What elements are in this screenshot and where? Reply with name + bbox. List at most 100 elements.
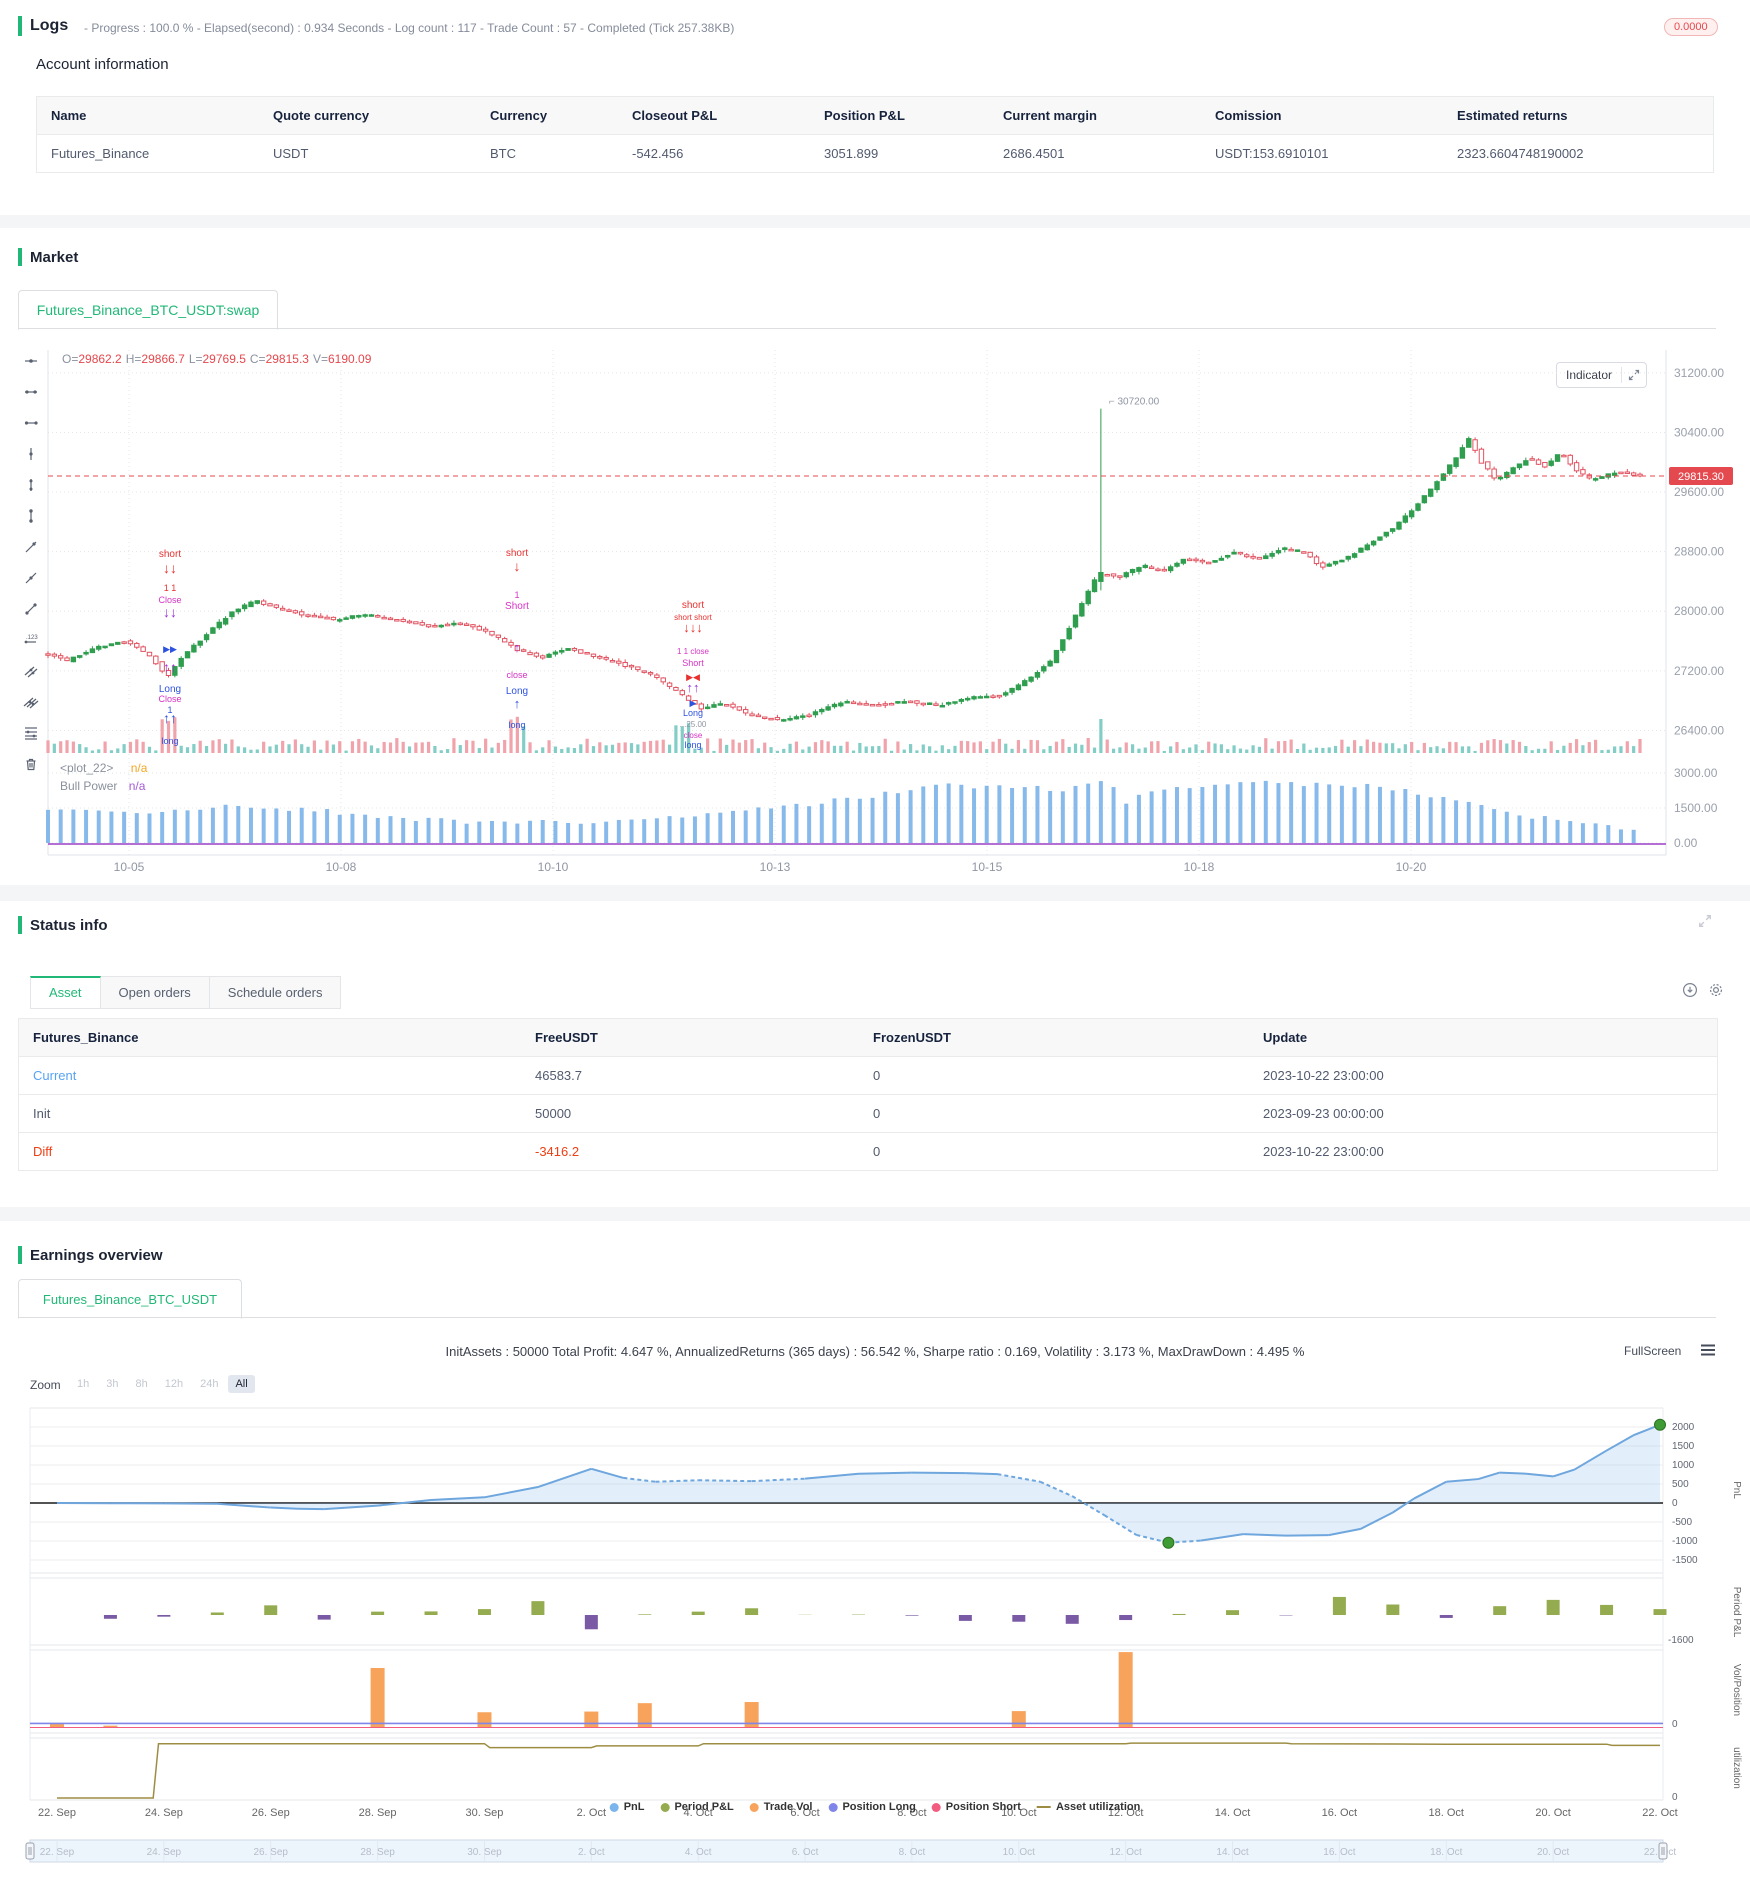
trade-marker: ↓↓↓	[683, 620, 703, 635]
legend-marker	[660, 1802, 670, 1812]
logs-section-title: Logs	[30, 17, 69, 34]
market-tab[interactable]: Futures_Binance_BTC_USDT:swap	[18, 290, 278, 330]
status-cell: 2023-10-22 23:00:00	[1263, 1144, 1384, 1159]
horizontal-levels-icon[interactable]	[22, 724, 40, 742]
account-cell: 3051.899	[824, 146, 879, 161]
svg-text:10-20: 10-20	[1396, 860, 1427, 874]
trade-marker: Long	[683, 708, 703, 718]
section-accent-bar	[18, 248, 22, 266]
multi-parallel-lines-icon[interactable]	[22, 693, 40, 711]
navigator-handle[interactable]	[1658, 1842, 1668, 1860]
svg-text:29815.30: 29815.30	[1678, 471, 1724, 483]
svg-text:16. Oct: 16. Oct	[1323, 1847, 1355, 1858]
account-col-header: Position P&L	[824, 108, 905, 123]
price-note-icon[interactable]: .123	[22, 631, 40, 649]
legend-item-pnl[interactable]: PnL	[609, 1801, 644, 1813]
trade-marker: 1 1 close	[677, 647, 710, 656]
ray-line-icon[interactable]	[22, 569, 40, 587]
legend-item-position-short[interactable]: Position Short	[931, 1801, 1021, 1813]
trash-icon[interactable]	[22, 755, 40, 773]
status-row-label[interactable]: Current	[33, 1068, 77, 1083]
legend-item-period-p&l[interactable]: Period P&L	[660, 1801, 734, 1813]
svg-text:10-15: 10-15	[972, 860, 1003, 874]
bullpower-value: n/a	[128, 779, 146, 793]
svg-text:18. Oct: 18. Oct	[1430, 1847, 1462, 1858]
account-col-header: Comission	[1215, 108, 1282, 123]
status-cell: 2023-10-22 23:00:00	[1263, 1068, 1384, 1083]
status-tab-asset[interactable]: Asset	[30, 976, 101, 1009]
zoom-button-1h[interactable]: 1h	[77, 1378, 90, 1390]
svg-text:0: 0	[1672, 1719, 1678, 1730]
download-icon[interactable]	[1682, 982, 1698, 1003]
status-col-header: FreeUSDT	[535, 1030, 598, 1045]
fullscreen-button[interactable]: FullScreen	[1624, 1344, 1682, 1358]
account-cell: USDT	[273, 146, 309, 161]
zoom-buttons: 1h 3h 8h 12h 24h All	[70, 1374, 258, 1393]
horizontal-ray-icon[interactable]	[22, 414, 40, 432]
gear-icon[interactable]	[1708, 982, 1724, 1003]
legend-marker	[609, 1802, 619, 1812]
expand-icon[interactable]	[1698, 914, 1712, 933]
crosshair-icon[interactable]	[22, 352, 40, 370]
legend-item-position-long[interactable]: Position Long	[828, 1801, 916, 1813]
zoom-button-all[interactable]: All	[228, 1375, 255, 1393]
trade-marker: 1 1	[164, 583, 177, 593]
hamburger-menu-icon[interactable]	[1700, 1343, 1716, 1362]
account-cell: Futures_Binance	[51, 146, 150, 161]
horizontal-segment-icon[interactable]	[22, 383, 40, 401]
earnings-tab[interactable]: Futures_Binance_BTC_USDT	[18, 1279, 242, 1319]
trade-marker: ↑↑	[163, 710, 177, 726]
zoom-label: Zoom	[30, 1378, 61, 1392]
svg-text:3000.00: 3000.00	[1674, 766, 1718, 780]
account-table-row: Futures_Binance USDT BTC -542.456 3051.899 26…	[37, 135, 1713, 173]
trade-marker: long	[508, 720, 525, 730]
zoom-button-3h[interactable]: 3h	[106, 1378, 119, 1390]
status-cell: -3416.2	[535, 1144, 580, 1159]
trend-line-icon[interactable]	[22, 538, 40, 556]
status-tabs: Asset Open orders Schedule orders	[30, 976, 342, 1009]
zoom-button-8h[interactable]: 8h	[135, 1378, 148, 1390]
svg-text:30. Sep: 30. Sep	[467, 1847, 502, 1858]
indicator-button[interactable]: Indicator	[1556, 362, 1648, 388]
svg-text:29600.00: 29600.00	[1674, 485, 1724, 499]
status-cell: 0	[873, 1144, 881, 1159]
earnings-chart[interactable]: 2000 1500 1000 500 0 -500 -1000 -1500 -1600 0 0 PnL…	[0, 1395, 1750, 1898]
svg-text:4. Oct: 4. Oct	[684, 1807, 713, 1819]
status-tab-schedule-orders[interactable]: Schedule orders	[209, 976, 342, 1009]
svg-text:30. Sep: 30. Sep	[466, 1807, 504, 1819]
svg-text:4. Oct: 4. Oct	[685, 1847, 712, 1858]
status-row-label: Init	[33, 1106, 51, 1121]
legend-label: Position Short	[945, 1801, 1021, 1813]
svg-text:6. Oct: 6. Oct	[790, 1807, 819, 1819]
bullpower-legend-row: Bull Power n/a	[60, 779, 145, 793]
candlestick-chart[interactable]: 31200.00 30400.00 29600.00 28800.00 28000.00…	[0, 340, 1750, 885]
svg-text:18. Oct: 18. Oct	[1429, 1807, 1464, 1819]
status-tab-open-orders[interactable]: Open orders	[100, 976, 210, 1009]
svg-text:utilization: utilization	[1731, 1747, 1742, 1789]
zoom-button-24h[interactable]: 24h	[200, 1378, 219, 1390]
trade-marker: ↓	[514, 558, 521, 574]
svg-text:26. Sep: 26. Sep	[253, 1847, 288, 1858]
segment-line-icon[interactable]	[22, 600, 40, 618]
vertical-dots-icon[interactable]	[22, 476, 40, 494]
ohlc-segment: L=29769.5	[188, 352, 246, 366]
expand-icon[interactable]	[1622, 369, 1646, 381]
svg-text:30400.00: 30400.00	[1674, 425, 1724, 439]
legend-item-trade-vol[interactable]: Trade Vol	[749, 1801, 812, 1813]
zoom-button-12h[interactable]: 12h	[164, 1378, 184, 1390]
trade-marker: Long	[506, 686, 528, 697]
ohlc-segment: H=29866.7	[125, 352, 185, 366]
trade-marker: long	[684, 740, 701, 750]
svg-text:24. Sep: 24. Sep	[145, 1807, 183, 1819]
svg-text:28800.00: 28800.00	[1674, 545, 1724, 559]
vertical-segment-icon[interactable]	[22, 445, 40, 463]
earnings-legend: PnL Period P&L Trade Vol Position Long Posit…	[609, 1801, 1140, 1813]
vertical-range-icon[interactable]	[22, 507, 40, 525]
legend-item-asset-utilization[interactable]: Asset utilization	[1036, 1801, 1140, 1813]
navigator-handle[interactable]	[25, 1842, 35, 1860]
parallel-lines-icon[interactable]	[22, 662, 40, 680]
account-information-heading: Account information	[36, 56, 169, 73]
svg-text:12. Oct: 12. Oct	[1108, 1807, 1143, 1819]
account-information-table: Name Quote currency Currency Closeout P&L Po…	[36, 96, 1714, 173]
indicator-button-label: Indicator	[1566, 368, 1613, 382]
